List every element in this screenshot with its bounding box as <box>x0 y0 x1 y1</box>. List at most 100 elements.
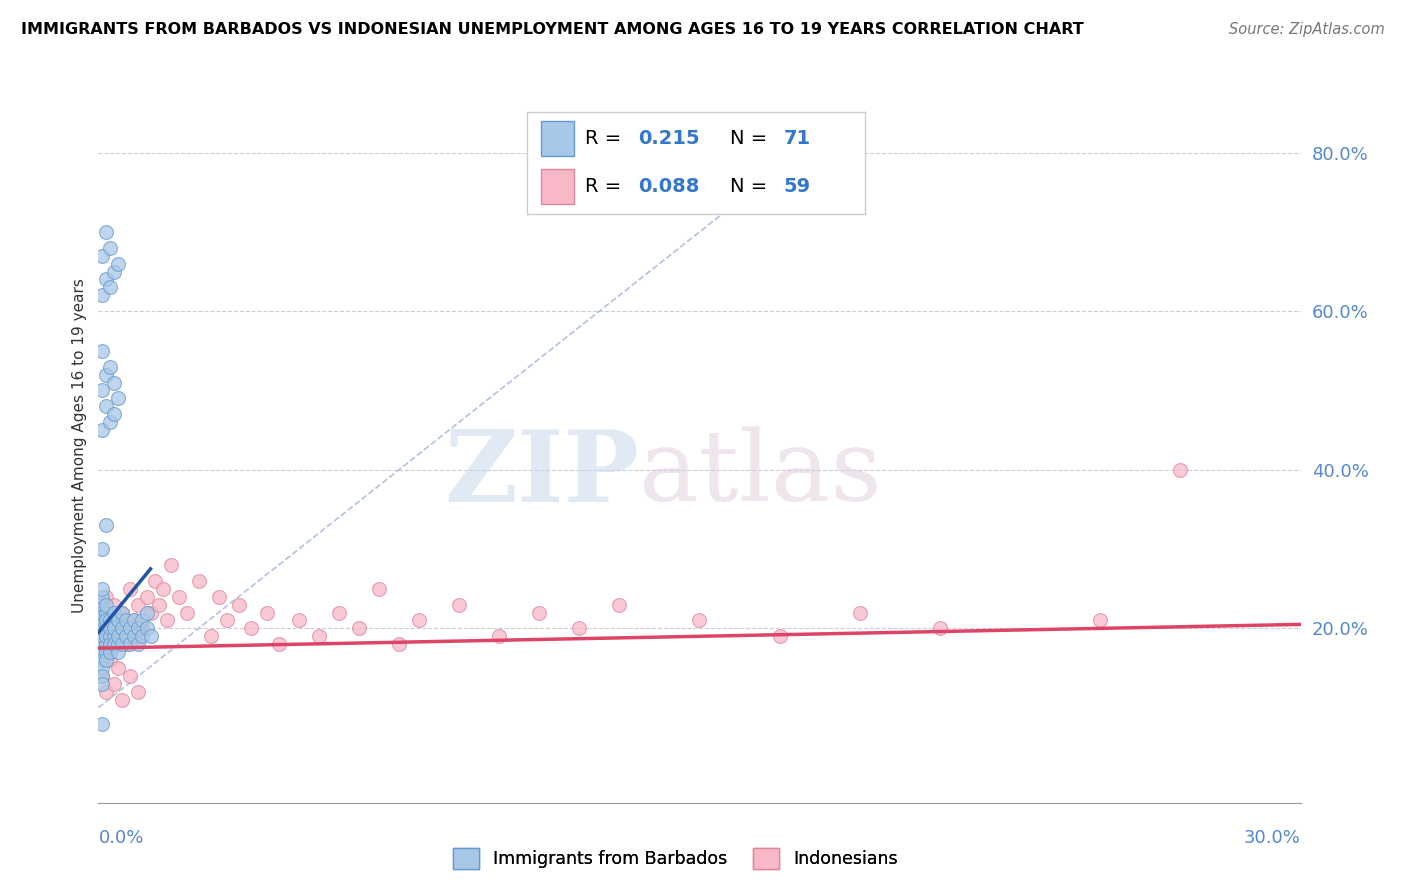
Point <box>91 669 114 683</box>
Point <box>111 606 134 620</box>
Point <box>103 621 125 635</box>
Point <box>91 590 114 604</box>
Point <box>347 621 370 635</box>
Point <box>488 629 510 643</box>
Point <box>139 629 162 643</box>
Text: ZIP: ZIP <box>444 426 640 523</box>
Point <box>120 637 142 651</box>
Point <box>96 368 118 382</box>
Point <box>328 606 350 620</box>
Point <box>91 669 114 683</box>
Point <box>91 598 114 612</box>
Legend: Immigrants from Barbados, Indonesians: Immigrants from Barbados, Indonesians <box>446 841 905 876</box>
Point <box>103 376 125 390</box>
Point <box>849 606 872 620</box>
Point <box>103 629 125 643</box>
Point <box>120 669 142 683</box>
Point <box>128 598 150 612</box>
Point <box>100 637 122 651</box>
Point <box>103 637 125 651</box>
Point <box>107 621 129 635</box>
Point <box>100 621 122 635</box>
Point <box>100 645 122 659</box>
Text: 0.0%: 0.0% <box>98 829 143 847</box>
Point <box>215 614 238 628</box>
Point <box>103 407 125 421</box>
Point <box>929 621 952 635</box>
Point <box>128 629 150 643</box>
Text: 0.215: 0.215 <box>638 128 700 148</box>
Point <box>124 629 146 643</box>
Point <box>96 637 118 651</box>
Point <box>100 415 122 429</box>
Point <box>408 614 430 628</box>
Point <box>267 637 290 651</box>
Point <box>91 606 114 620</box>
Point <box>103 677 125 691</box>
Point <box>308 629 330 643</box>
Point <box>91 614 114 628</box>
Point <box>103 629 125 643</box>
Point <box>91 343 114 358</box>
Point <box>96 598 118 612</box>
Point <box>1170 463 1192 477</box>
Point <box>103 598 125 612</box>
Point <box>167 590 190 604</box>
Point <box>200 629 222 643</box>
Point <box>688 614 710 628</box>
Point <box>100 241 122 255</box>
Point <box>91 249 114 263</box>
Point <box>91 288 114 302</box>
Point <box>91 645 114 659</box>
Point <box>609 598 631 612</box>
Point <box>159 558 181 572</box>
Point <box>96 637 118 651</box>
Point <box>152 582 174 596</box>
Point <box>103 606 125 620</box>
Point <box>91 677 114 691</box>
Point <box>139 606 162 620</box>
Point <box>107 614 129 628</box>
Point <box>100 614 122 628</box>
Point <box>96 272 118 286</box>
Text: 0.088: 0.088 <box>638 177 700 196</box>
Point <box>529 606 551 620</box>
Point <box>135 590 157 604</box>
Point <box>120 621 142 635</box>
Point <box>100 359 122 374</box>
Point <box>107 629 129 643</box>
Point <box>96 614 118 628</box>
Point <box>91 423 114 437</box>
Point <box>176 606 198 620</box>
Text: 59: 59 <box>783 177 811 196</box>
Point <box>115 637 138 651</box>
Text: R =: R = <box>585 128 627 148</box>
Point <box>91 621 114 635</box>
FancyBboxPatch shape <box>541 169 575 204</box>
Point <box>96 653 118 667</box>
Point <box>120 582 142 596</box>
Point <box>91 606 114 620</box>
Point <box>100 645 122 659</box>
Point <box>568 621 591 635</box>
Text: 71: 71 <box>783 128 811 148</box>
Point <box>447 598 470 612</box>
Point <box>111 692 134 706</box>
Text: Source: ZipAtlas.com: Source: ZipAtlas.com <box>1229 22 1385 37</box>
Point <box>115 614 138 628</box>
Point <box>187 574 209 588</box>
Point <box>288 614 311 628</box>
Point <box>96 225 118 239</box>
Point <box>388 637 411 651</box>
Point <box>91 582 114 596</box>
Point <box>100 629 122 643</box>
Point <box>124 614 146 628</box>
Point <box>143 574 166 588</box>
Point <box>111 637 134 651</box>
Text: atlas: atlas <box>640 426 882 523</box>
Point <box>148 598 170 612</box>
Point <box>111 606 134 620</box>
Text: N =: N = <box>730 177 773 196</box>
Point <box>96 685 118 699</box>
Point <box>111 621 134 635</box>
